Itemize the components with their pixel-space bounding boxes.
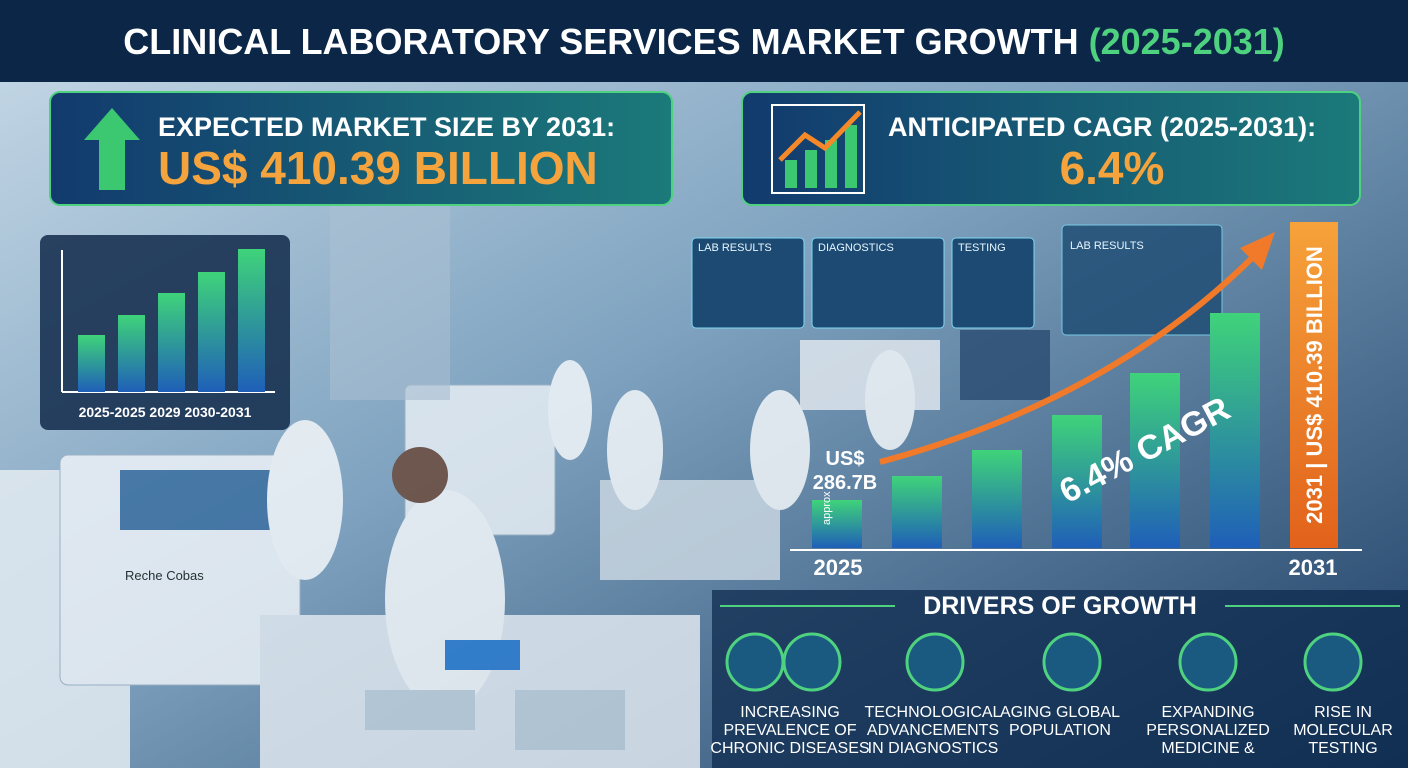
driver-text: ADVANCEMENTS [867,722,999,739]
end-label: 2031 | US$ 410.39 BILLION [1302,246,1327,524]
start-label: US$ [826,448,865,470]
start-label: 286.7B [813,472,878,494]
driver-text: MOLECULAR [1293,722,1393,739]
driver-text: INCREASING [740,704,840,721]
small-chart-bars [61,249,275,393]
screen-title: TESTING [958,242,1006,254]
card [49,91,673,206]
trend-icon [771,104,865,194]
machine-label: Reche Cobas [125,568,204,583]
driver-icons [725,632,1363,692]
driver-text: TESTING [1308,740,1377,757]
title: CLINICAL LABORATORY SERVICES MARKET GROW… [123,21,1285,62]
screen-title: LAB RESULTS [1070,240,1144,252]
up-arrow-icon [84,108,140,190]
growth-arrow [879,252,1258,465]
header-band [0,0,1408,82]
small-chart-axis-label: 2025-2025 2029 2030-2031 [79,404,252,420]
screen-title: DIAGNOSTICS [818,242,894,254]
screen-title: LAB RESULTS [698,242,772,254]
driver-text: PREVALENCE OF [723,722,856,739]
approx-label: approx [821,491,833,525]
driver-text: AGING GLOBAL [1000,704,1120,721]
driver-text: TECHNOLOGICAL [865,704,1002,721]
card-label: ANTICIPATED CAGR (2025-2031): [888,112,1316,142]
screens [691,224,1223,336]
driver-text: POPULATION [1009,722,1111,739]
lab-scene [0,200,1050,768]
driver-text: EXPANDING [1161,704,1254,721]
card-value: US$ 410.39 BILLION [158,142,598,194]
x-start-label: 2025 [814,555,863,580]
card-value: 6.4% [1060,142,1165,194]
main-chart-bars [790,222,1362,551]
driver-text: RISE IN [1314,704,1372,721]
x-end-label: 2031 [1289,555,1338,580]
driver-text: IN DIAGNOSTICS [868,740,999,757]
driver-text: CHRONIC DISEASES [710,740,869,757]
driver-text: PERSONALIZED [1146,722,1270,739]
card [741,91,1361,206]
growth-arrow-head [1240,232,1275,270]
card-label: EXPECTED MARKET SIZE BY 2031: [158,112,615,142]
driver-text: MEDICINE & [1161,740,1255,757]
drivers-heading: DRIVERS OF GROWTH [923,592,1197,620]
title-years: (2025-2031) [1089,21,1285,62]
title-main: CLINICAL LABORATORY SERVICES MARKET GROW… [123,21,1078,62]
